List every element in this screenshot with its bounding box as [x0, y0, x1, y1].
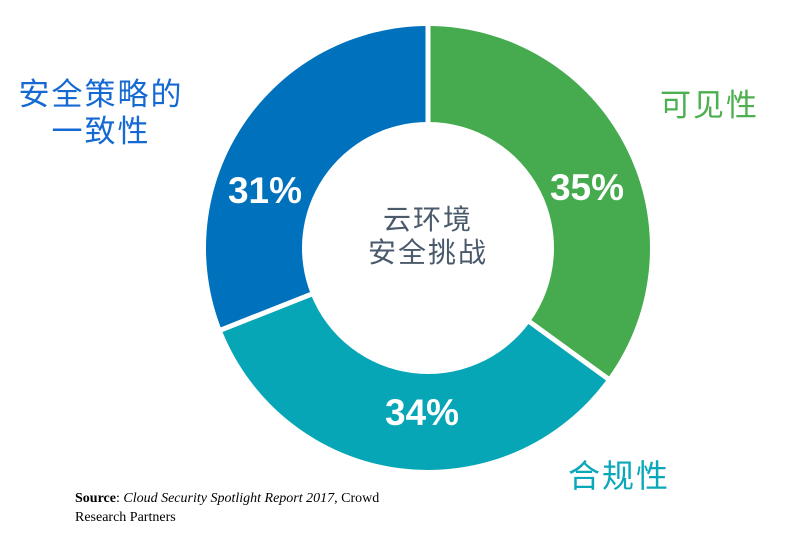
source-citation-publisher: , Crowd Research Partners — [75, 491, 380, 525]
segment-value-policy-consistency: 31% — [227, 170, 303, 211]
segment-gap-1 — [524, 317, 614, 384]
segment-value-compliance: 34% — [384, 392, 460, 433]
label-policy-consistency-line1: 安全策略的 — [18, 77, 184, 112]
chart-center-title-line2: 安全挑战 — [367, 238, 489, 269]
segment-gap-2 — [216, 290, 317, 334]
source-citation-prefix: Source — [75, 491, 116, 506]
label-policy-consistency-line2: 一致性 — [51, 114, 151, 149]
source-citation-separator: : — [115, 491, 124, 506]
label-policy-consistency: 安全策略的 一致性 — [8, 76, 194, 150]
donut-segment-visibility — [428, 26, 650, 379]
chart-center-title: 云环境 安全挑战 — [368, 204, 488, 270]
label-visibility: 可见性 — [660, 88, 759, 123]
segment-value-visibility: 35% — [549, 167, 625, 208]
source-citation-work: Cloud Security Spotlight Report 2017 — [123, 491, 335, 506]
chart-center-title-line1: 云环境 — [382, 205, 474, 236]
label-compliance: 合规性 — [568, 458, 671, 494]
source-citation: Source: Cloud Security Spotlight Report … — [75, 490, 389, 527]
donut-segment-compliance — [221, 294, 608, 470]
donut-segment-security-policy-consistency — [206, 26, 428, 330]
